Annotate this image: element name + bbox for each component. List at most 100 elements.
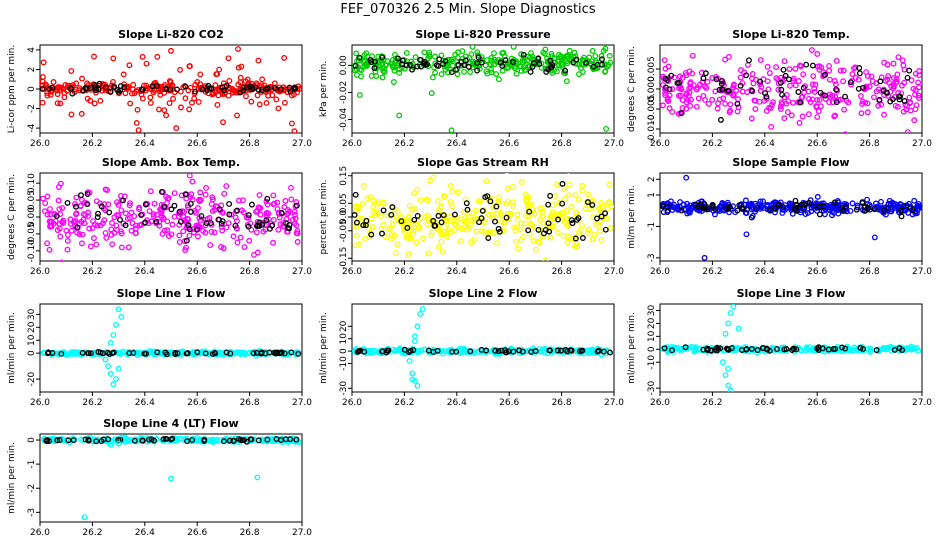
data-point — [379, 54, 386, 61]
x-tick-label: 26.0 — [650, 267, 670, 277]
y-tick-label: -2 — [27, 484, 37, 493]
data-point — [549, 202, 556, 209]
data-point — [493, 71, 500, 77]
data-point — [237, 234, 244, 241]
data-point — [182, 83, 189, 90]
data-point — [782, 72, 789, 79]
data-point — [487, 229, 493, 235]
data-point — [758, 84, 765, 90]
data-point — [108, 226, 115, 233]
data-point — [780, 204, 787, 211]
data-point — [564, 239, 571, 246]
outlier-point — [727, 310, 734, 317]
data-point — [549, 61, 556, 68]
data-point — [551, 193, 558, 199]
data-point — [44, 350, 51, 357]
data-point — [779, 100, 786, 107]
data-point — [97, 349, 104, 356]
y-tick-label: -0.010 — [647, 114, 657, 143]
y-tick-label: -1 — [647, 222, 657, 231]
data-point — [915, 92, 922, 99]
data-point — [294, 238, 301, 245]
data-point — [414, 63, 421, 70]
data-point — [44, 240, 51, 247]
data-point — [417, 197, 424, 204]
data-point — [246, 237, 253, 244]
data-point — [182, 95, 189, 102]
y-tick-label: 0 — [27, 350, 37, 356]
data-point — [831, 113, 838, 120]
data-point — [496, 228, 503, 235]
data-point — [796, 119, 803, 126]
data-point — [110, 55, 117, 62]
x-tick-label: 26.2 — [702, 398, 722, 408]
data-point — [839, 344, 845, 351]
data-point — [800, 84, 807, 91]
data-point — [208, 229, 215, 235]
data-point — [370, 203, 377, 210]
x-tick-label: 26.4 — [135, 267, 155, 277]
data-point — [436, 347, 443, 354]
data-point — [563, 78, 570, 85]
data-point — [600, 348, 607, 355]
data-point — [503, 214, 510, 221]
data-point — [412, 54, 419, 61]
data-point — [668, 72, 675, 79]
data-point — [562, 196, 569, 203]
data-point — [516, 347, 522, 354]
data-point — [291, 91, 297, 98]
data-point — [87, 350, 94, 357]
data-point — [84, 201, 91, 208]
x-tick-label: 26.6 — [187, 398, 207, 408]
data-point — [483, 347, 490, 354]
data-point — [760, 345, 767, 352]
data-point — [352, 191, 359, 198]
data-point — [558, 347, 564, 354]
data-point — [266, 225, 273, 232]
data-point — [273, 436, 280, 442]
data-point — [912, 91, 918, 98]
data-point — [353, 232, 360, 239]
data-point — [386, 225, 393, 232]
data-point — [209, 208, 216, 215]
data-point — [748, 346, 755, 352]
data-point — [598, 213, 605, 220]
data-point — [883, 89, 890, 96]
data-point — [274, 349, 281, 356]
data-point — [739, 88, 746, 95]
data-point — [121, 84, 128, 91]
data-point — [746, 57, 752, 64]
data-point — [842, 345, 849, 352]
data-point — [795, 89, 802, 95]
data-point — [166, 100, 173, 107]
data-point — [281, 99, 288, 106]
data-point — [368, 215, 375, 222]
data-point — [368, 231, 375, 238]
data-point — [291, 128, 298, 133]
data-point — [373, 209, 380, 216]
data-point — [891, 346, 898, 353]
data-point — [520, 51, 527, 58]
data-point — [497, 211, 504, 218]
data-point — [833, 57, 840, 64]
data-point — [540, 220, 546, 227]
page-title: FEF_070326 2.5 Min. Slope Diagnostics — [340, 2, 596, 17]
data-point — [163, 351, 170, 358]
data-point — [522, 191, 529, 198]
outlier-point — [406, 358, 413, 364]
y-axis-label: percent per min. — [319, 180, 329, 255]
outlier-point — [414, 382, 421, 389]
y-axis-label: Li-cor ppm per min. — [7, 45, 17, 133]
outlier-point — [107, 339, 114, 346]
x-tick-label: 26.4 — [447, 267, 467, 277]
data-point — [258, 87, 265, 93]
data-point — [258, 349, 265, 356]
data-point — [115, 201, 122, 208]
data-point — [221, 190, 228, 197]
data-point — [766, 70, 773, 77]
data-point — [191, 95, 198, 102]
chart-panel: Slope Sample Flow 26.0 26.2 26.4 26.6 26.8 27.… — [620, 156, 936, 284]
data-point — [683, 105, 690, 112]
data-point — [531, 60, 537, 66]
data-point — [380, 199, 387, 206]
